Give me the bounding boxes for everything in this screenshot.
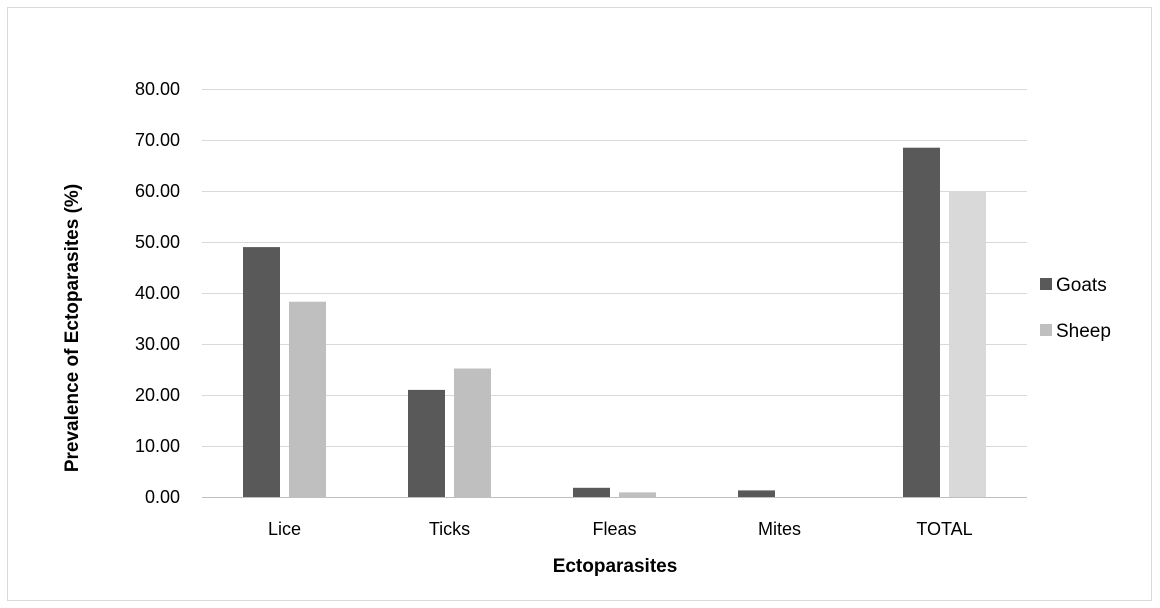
x-tick-label: Lice [268, 519, 301, 539]
x-tick-label: Ticks [429, 519, 470, 539]
bar-sheep-ticks [454, 368, 491, 497]
legend: Goats Sheep [1040, 275, 1111, 342]
x-axis-title: Ectoparasites [553, 556, 678, 577]
y-tick-label: 30.00 [135, 334, 180, 354]
bar-goats-mites [738, 490, 775, 497]
y-tick-label: 80.00 [135, 79, 180, 99]
legend-swatch-goats [1040, 278, 1052, 290]
gridlines [202, 89, 1027, 447]
bar-goats-fleas [573, 487, 610, 497]
bar-sheep-total [949, 191, 986, 497]
bar-sheep-fleas [619, 492, 656, 497]
y-axis-title: Prevalence of Ectoparasites (%) [62, 184, 83, 472]
y-tick-label: 60.00 [135, 181, 180, 201]
legend-swatch-sheep [1040, 324, 1052, 336]
y-tick-labels: 0.00 10.00 20.00 30.00 40.00 50.00 60.00 70.00 8… [135, 79, 180, 507]
x-tick-label: Fleas [592, 519, 636, 539]
bars [243, 147, 986, 497]
y-tick-label: 70.00 [135, 130, 180, 150]
x-tick-label: TOTAL [916, 519, 972, 539]
y-tick-label: 40.00 [135, 283, 180, 303]
x-tick-label: Mites [758, 519, 801, 539]
x-tick-labels: Lice Ticks Fleas Mites TOTAL [268, 519, 973, 539]
bar-goats-total [903, 147, 940, 497]
y-tick-label: 0.00 [145, 487, 180, 507]
bar-sheep-lice [289, 301, 326, 497]
legend-label-sheep: Sheep [1056, 321, 1111, 342]
bar-goats-lice [243, 247, 280, 497]
bar-goats-ticks [408, 389, 445, 497]
y-tick-label: 10.00 [135, 436, 180, 456]
legend-label-goats: Goats [1056, 275, 1107, 296]
y-tick-label: 20.00 [135, 385, 180, 405]
y-tick-label: 50.00 [135, 232, 180, 252]
